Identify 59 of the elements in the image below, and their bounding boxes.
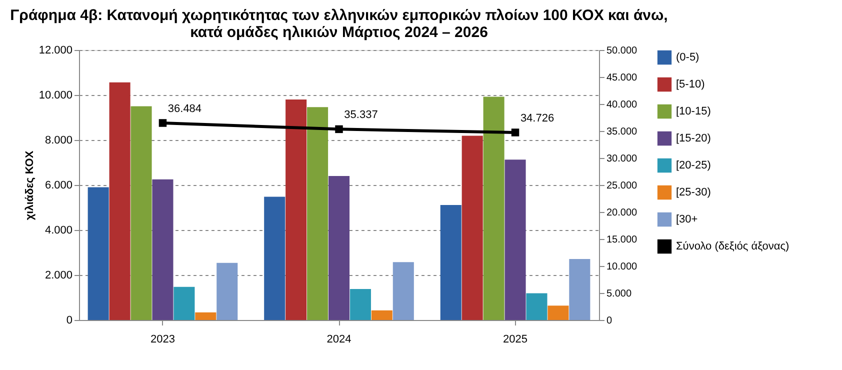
y2-tick-label: 5.000	[606, 288, 632, 300]
bar	[483, 96, 504, 320]
bar	[504, 160, 526, 320]
bar	[195, 312, 216, 320]
y2-tick-label: 10.000	[606, 262, 638, 272]
legend-label: [30+	[676, 214, 698, 226]
y2-tick-label: 50.000	[606, 46, 638, 56]
y2-tick-label: 0	[606, 316, 612, 326]
bar	[526, 293, 548, 320]
bar	[216, 262, 238, 320]
data-label: 36.484	[168, 102, 202, 115]
bar	[152, 179, 174, 320]
y-tick-label: 10.000	[38, 90, 72, 102]
y-tick-label: 4.000	[44, 224, 72, 236]
y2-tick-label: 20.000	[606, 208, 638, 218]
bar	[548, 306, 569, 320]
legend-label: [25-30)	[676, 186, 711, 198]
y2-tick-label: 30.000	[606, 154, 638, 164]
y-tick-label: 2.000	[44, 270, 72, 282]
point	[335, 125, 343, 134]
bar	[307, 107, 328, 320]
bar	[440, 205, 462, 320]
y2-tick-label: 15.000	[606, 234, 638, 246]
legend-label: [5-10)	[676, 78, 705, 90]
bar	[130, 106, 152, 320]
y-tick-label: 8.000	[44, 134, 72, 146]
bar	[328, 176, 350, 320]
legend-label: [10-15)	[676, 106, 711, 118]
y2-tick-label: 45.000	[606, 72, 638, 84]
legend-label: (0-5)	[676, 52, 700, 64]
bar	[392, 262, 414, 320]
legend-label: Σύνολο (δεξιός άξονας)	[676, 240, 790, 252]
data-label: 35.337	[344, 109, 378, 122]
bar	[462, 136, 483, 320]
legend-label: [20-25)	[676, 160, 711, 172]
legend-label: [15-20)	[676, 132, 711, 144]
bar	[109, 82, 130, 320]
y-tick-label: 12.000	[38, 44, 72, 56]
bar	[286, 100, 307, 320]
bar	[569, 259, 590, 320]
y-tick-label: 6.000	[44, 180, 72, 192]
bar	[264, 196, 286, 320]
y2-tick-label: 40.000	[606, 100, 638, 110]
x-tick-label: 2023	[150, 334, 175, 346]
y2-tick-label: 25.000	[606, 180, 638, 192]
bar	[88, 187, 109, 320]
point	[511, 128, 520, 136]
bar	[371, 310, 392, 320]
data-label: 34.726	[520, 112, 554, 124]
point	[158, 119, 167, 127]
text: Γράφημα 4β: Κατανομή χωρητικότητας των ελληνικών εμπορικών πλοίων 100 ΚΟΧ και άνω,	[10, 7, 668, 24]
y2-tick-label: 35.000	[606, 126, 638, 138]
x-tick-label: 2025	[503, 334, 528, 346]
bar	[174, 286, 195, 320]
x-tick-label: 2024	[326, 334, 352, 346]
bar	[350, 288, 371, 320]
y-tick-label: 0	[66, 314, 72, 326]
text: κατά ομάδες ηλικιών Μάρτιος 2024 – 2026	[190, 24, 488, 41]
y-axis-title: χιλιάδες ΚΟΧ	[24, 150, 36, 220]
